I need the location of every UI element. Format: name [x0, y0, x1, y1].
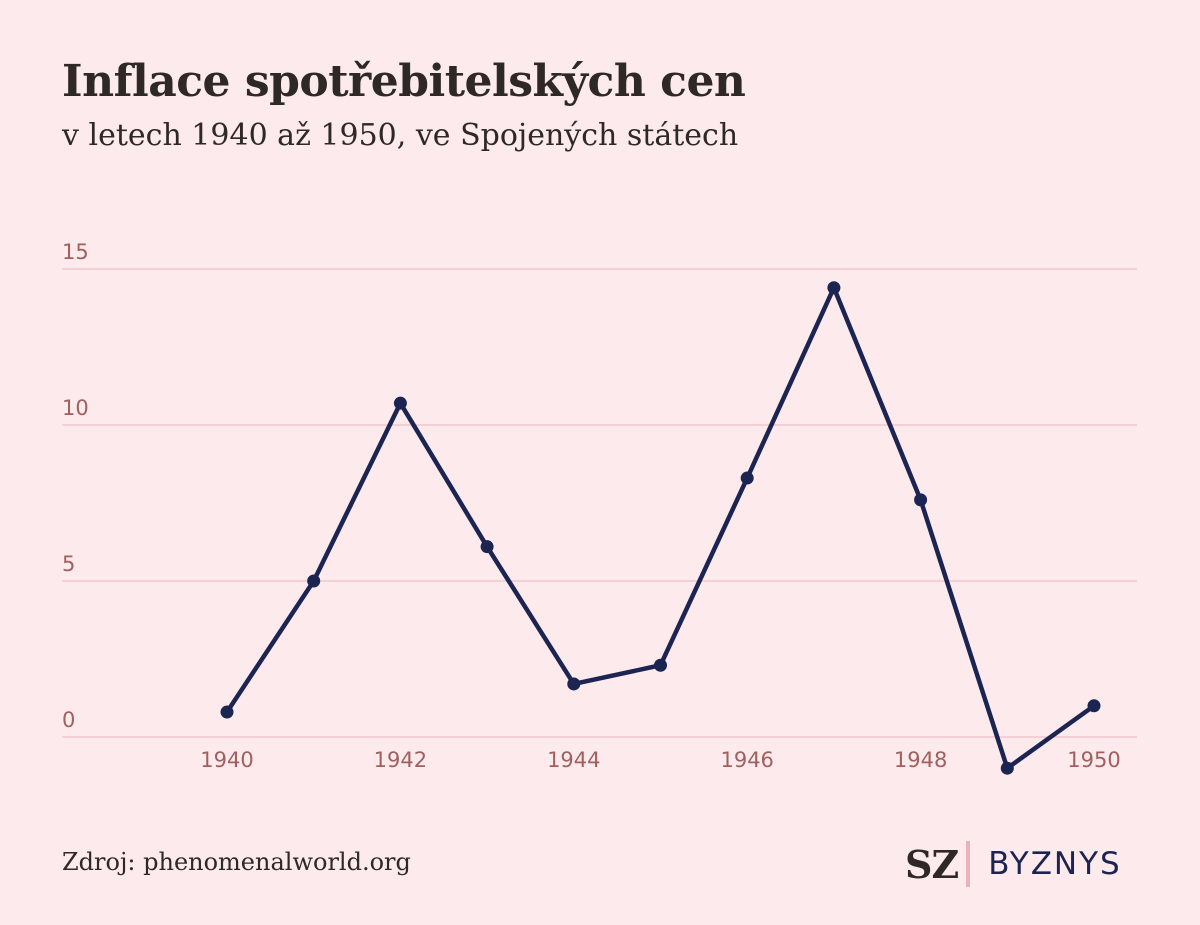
series-polyline	[224, 285, 1097, 771]
chart-title: Inflace spotřebitelských cen	[62, 56, 746, 107]
x-tick-label: 1946	[720, 748, 773, 772]
logo-sz-text: SZ	[905, 841, 959, 887]
series-line	[224, 285, 1097, 771]
y-tick-label: 15	[62, 240, 89, 264]
data-point-1947	[827, 281, 841, 295]
data-point-1940	[220, 705, 234, 719]
data-points	[220, 281, 1101, 775]
source-note: Zdroj: phenomenalworld.org	[62, 848, 411, 876]
grid-lines	[62, 268, 1137, 738]
data-point-1949	[1000, 761, 1014, 775]
x-tick-labels: 1940 1942 1944 1946 1948 1950	[200, 748, 1120, 772]
chart-subtitle: v letech 1940 až 1950, ve Spojených stát…	[62, 118, 739, 153]
x-tick-label: 1944	[547, 748, 600, 772]
x-tick-label: 1940	[200, 748, 253, 772]
x-tick-label: 1942	[374, 748, 427, 772]
data-point-1943	[480, 540, 494, 554]
data-point-1945	[654, 658, 667, 672]
x-tick-label: 1950	[1067, 748, 1120, 772]
data-point-1944	[567, 677, 581, 691]
data-point-1948	[914, 493, 928, 507]
x-tick-label: 1948	[894, 748, 947, 772]
data-point-1942	[393, 396, 407, 410]
y-tick-label: 0	[62, 708, 75, 732]
data-point-1950	[1087, 699, 1101, 713]
y-tick-labels: 0 5 10 15	[62, 240, 89, 732]
y-tick-label: 10	[62, 396, 89, 420]
logo-separator	[966, 841, 971, 887]
data-point-1946	[740, 471, 754, 485]
logo-byznys-text: BYZNYS	[988, 846, 1122, 882]
data-point-1941	[307, 574, 321, 588]
sz-byznys-logo: SZ BYZNYS	[905, 840, 1122, 888]
y-tick-label: 5	[62, 552, 75, 576]
